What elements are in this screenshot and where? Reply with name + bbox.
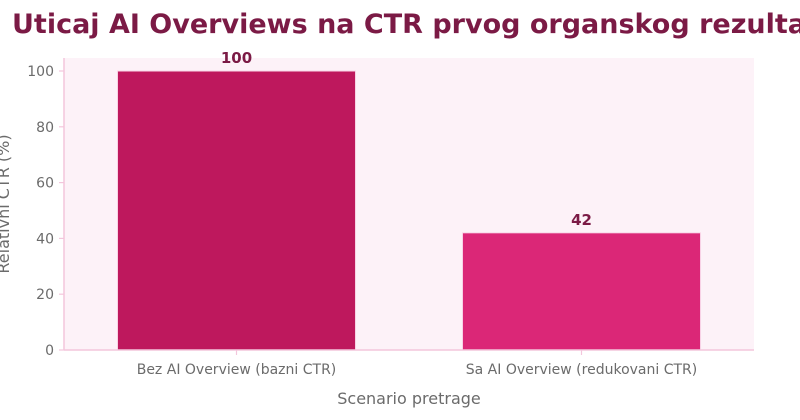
y-axis-label: Relativni CTR (%) <box>0 134 13 273</box>
y-tick-label: 100 <box>27 64 54 80</box>
ticks-layer: 0 20 40 60 80 100 Bez AI Overview (bazni CTR) S… <box>27 64 697 378</box>
y-tick-label: 20 <box>36 287 54 303</box>
x-axis-label: Scenario pretrage <box>337 389 481 408</box>
labels-layer: 100 42 <box>221 49 592 229</box>
y-tick-label: 60 <box>36 176 54 192</box>
y-tick-label: 80 <box>36 120 54 136</box>
bars-layer <box>116 70 702 351</box>
bar-value-label: 100 <box>221 49 252 67</box>
x-tick-label: Bez AI Overview (bazni CTR) <box>137 362 337 378</box>
bar-value-label: 42 <box>571 211 592 229</box>
y-tick-label: 0 <box>45 343 54 359</box>
chart-title: Uticaj AI Overviews na CTR prvog organsk… <box>12 9 800 40</box>
bar <box>461 232 702 351</box>
bar <box>116 70 357 351</box>
y-tick-label: 40 <box>36 231 54 247</box>
x-tick-label: Sa AI Overview (redukovani CTR) <box>466 362 698 378</box>
